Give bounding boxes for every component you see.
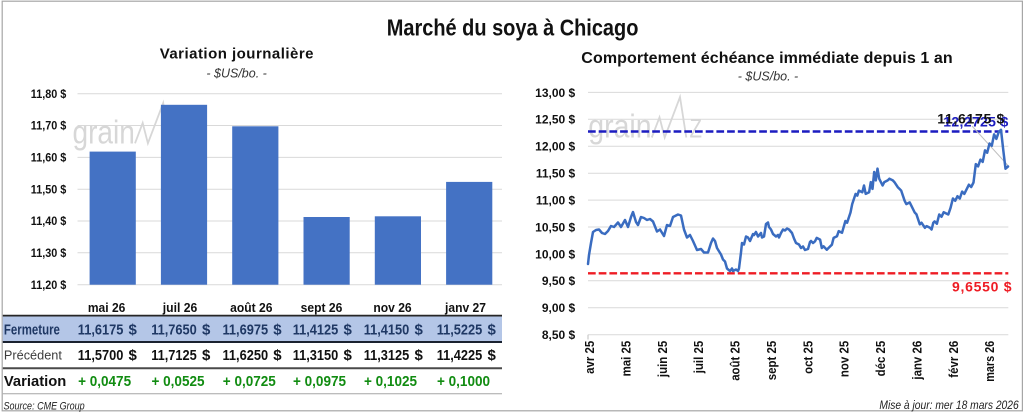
svg-text:10,50 $: 10,50 $ (535, 220, 575, 234)
svg-text:11,4125: 11,4125 (293, 321, 339, 338)
svg-text:13,00 $: 13,00 $ (535, 86, 575, 100)
svg-text:9,50 $: 9,50 $ (542, 274, 576, 288)
svg-text:sept 25: sept 25 (764, 341, 779, 380)
svg-text:11,80 $: 11,80 $ (31, 89, 67, 101)
svg-text:11,5700: 11,5700 (78, 347, 124, 364)
svg-text:11,70 $: 11,70 $ (31, 121, 67, 133)
svg-text:10,00 $: 10,00 $ (535, 247, 575, 261)
svg-text:Source: CME Group: Source: CME Group (4, 401, 85, 413)
svg-text:déc 25: déc 25 (873, 341, 888, 377)
svg-text:févr 26: févr 26 (946, 341, 961, 378)
svg-text:+ 0,0975: + 0,0975 (293, 373, 346, 390)
svg-text:+ 0,1000: + 0,1000 (437, 373, 490, 390)
svg-text:nov 25: nov 25 (837, 341, 852, 377)
svg-text:août 25: août 25 (728, 341, 743, 381)
svg-text:mars 26: mars 26 (982, 341, 997, 382)
svg-text:mai 26: mai 26 (88, 300, 126, 315)
svg-text:Mise à jour: mer 18 mars 2026: Mise à jour: mer 18 mars 2026 (879, 400, 1019, 412)
svg-text:9,6550 $: 9,6550 $ (952, 278, 1012, 294)
svg-text:- $US/bo. -: - $US/bo. - (206, 66, 266, 80)
svg-text:$: $ (129, 321, 138, 338)
svg-text:$: $ (202, 347, 211, 364)
svg-text:+ 0,0725: + 0,0725 (223, 373, 276, 390)
svg-text:Marché du soya à Chicago: Marché du soya à Chicago (387, 14, 639, 40)
svg-text:$: $ (129, 347, 138, 364)
svg-text:12,00 $: 12,00 $ (535, 140, 575, 154)
svg-text:11,4150: 11,4150 (364, 321, 410, 338)
svg-text:11,6175: 11,6175 (78, 321, 124, 338)
svg-text:11,6250: 11,6250 (223, 347, 269, 364)
svg-text:août 26: août 26 (230, 300, 272, 315)
svg-text:grain: grain (588, 108, 651, 145)
svg-text:11,4225: 11,4225 (437, 347, 483, 364)
svg-text:janv 26: janv 26 (909, 341, 924, 381)
svg-text:11,60 $: 11,60 $ (31, 153, 67, 165)
svg-text:$: $ (343, 347, 352, 364)
svg-text:oct 25: oct 25 (800, 341, 815, 374)
svg-text:Précédent: Précédent (4, 347, 62, 362)
svg-text:11,30 $: 11,30 $ (31, 248, 67, 260)
svg-text:9,00 $: 9,00 $ (542, 301, 576, 315)
svg-text:11,7650: 11,7650 (151, 321, 197, 338)
svg-text:12,2725 $: 12,2725 $ (943, 114, 1008, 130)
svg-text:$: $ (414, 347, 423, 364)
svg-text:Z: Z (690, 114, 703, 144)
svg-text:juin 25: juin 25 (655, 341, 670, 378)
svg-text:$: $ (273, 321, 282, 338)
svg-text:11,5225: 11,5225 (437, 321, 483, 338)
svg-text:11,6975: 11,6975 (223, 321, 269, 338)
svg-text:$: $ (343, 321, 352, 338)
svg-text:juil 26: juil 26 (162, 300, 197, 315)
svg-text:Variation journalière: Variation journalière (160, 46, 314, 63)
svg-text:+ 0,0475: + 0,0475 (78, 373, 131, 390)
svg-text:11,3125: 11,3125 (364, 347, 410, 364)
svg-text:$: $ (414, 321, 423, 338)
svg-text:11,3150: 11,3150 (293, 347, 339, 364)
svg-text:$: $ (487, 321, 496, 338)
svg-text:11,20 $: 11,20 $ (31, 280, 67, 292)
svg-text:Comportement échéance immédiat: Comportement échéance immédiate depuis 1… (581, 50, 952, 67)
svg-text:juil 25: juil 25 (691, 341, 706, 374)
svg-text:$: $ (273, 347, 282, 364)
svg-text:nov 26: nov 26 (373, 300, 411, 315)
svg-text:8,50 $: 8,50 $ (542, 328, 576, 342)
svg-text:11,00 $: 11,00 $ (536, 194, 576, 208)
svg-text:11,50 $: 11,50 $ (536, 167, 576, 181)
svg-text:Fermeture: Fermeture (4, 322, 60, 338)
svg-text:12,50 $: 12,50 $ (535, 113, 575, 127)
svg-text:sept 26: sept 26 (301, 300, 343, 315)
svg-text:janv 27: janv 27 (444, 300, 486, 315)
svg-text:Variation: Variation (4, 373, 66, 390)
svg-text:mai 25: mai 25 (619, 341, 634, 377)
svg-text:avr 25: avr 25 (582, 341, 597, 374)
svg-text:$: $ (202, 321, 211, 338)
svg-text:+ 0,0525: + 0,0525 (152, 373, 205, 390)
svg-text:+ 0,1025: + 0,1025 (364, 373, 417, 390)
svg-text:$: $ (487, 347, 496, 364)
svg-text:- $US/bo. -: - $US/bo. - (738, 70, 798, 84)
svg-text:11,50 $: 11,50 $ (31, 184, 67, 196)
svg-text:11,7125: 11,7125 (151, 347, 197, 364)
svg-text:11,6175 $: 11,6175 $ (937, 110, 1004, 126)
svg-text:11,40 $: 11,40 $ (31, 216, 67, 228)
svg-text:grain: grain (73, 114, 135, 151)
